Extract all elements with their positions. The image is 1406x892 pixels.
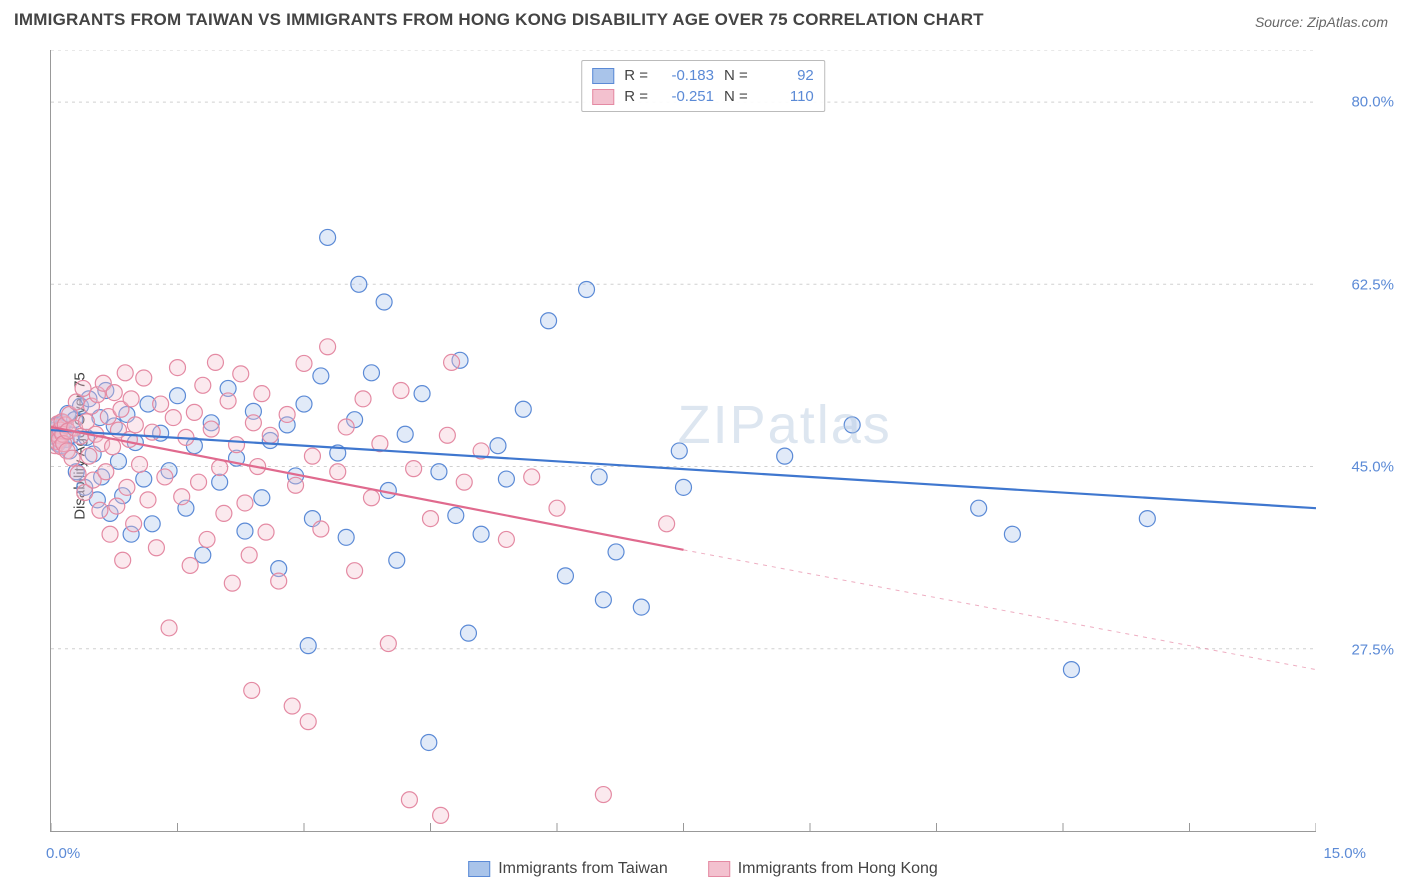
n-value-taiwan: 92 <box>758 67 814 84</box>
legend-item-taiwan: Immigrants from Taiwan <box>468 860 668 878</box>
n-label: N = <box>724 88 748 105</box>
plot-area: ZIPatlas <box>50 50 1316 832</box>
x-tick-left: 0.0% <box>46 845 80 862</box>
source-label: Source: ZipAtlas.com <box>1255 14 1388 30</box>
legend-row-hongkong: R = -0.251 N = 110 <box>592 86 814 107</box>
r-value-hongkong: -0.251 <box>658 88 714 105</box>
r-value-taiwan: -0.183 <box>658 67 714 84</box>
legend-label-taiwan: Immigrants from Taiwan <box>498 860 668 878</box>
legend-label-hongkong: Immigrants from Hong Kong <box>738 860 938 878</box>
n-value-hongkong: 110 <box>758 88 814 105</box>
chart-svg <box>51 50 1316 831</box>
y-tick-label: 62.5% <box>1351 276 1394 293</box>
swatch-taiwan-icon <box>468 861 490 877</box>
n-label: N = <box>724 67 748 84</box>
swatch-hongkong <box>592 89 614 105</box>
x-tick-right: 15.0% <box>1323 845 1366 862</box>
legend-row-taiwan: R = -0.183 N = 92 <box>592 65 814 86</box>
chart-title: IMMIGRANTS FROM TAIWAN VS IMMIGRANTS FRO… <box>14 10 984 30</box>
series-legend: Immigrants from Taiwan Immigrants from H… <box>468 860 938 878</box>
swatch-hongkong-icon <box>708 861 730 877</box>
correlation-legend: R = -0.183 N = 92 R = -0.251 N = 110 <box>581 60 825 112</box>
y-tick-label: 45.0% <box>1351 459 1394 476</box>
r-label: R = <box>624 88 648 105</box>
y-tick-label: 27.5% <box>1351 641 1394 658</box>
r-label: R = <box>624 67 648 84</box>
legend-item-hongkong: Immigrants from Hong Kong <box>708 860 938 878</box>
swatch-taiwan <box>592 68 614 84</box>
y-tick-label: 80.0% <box>1351 94 1394 111</box>
